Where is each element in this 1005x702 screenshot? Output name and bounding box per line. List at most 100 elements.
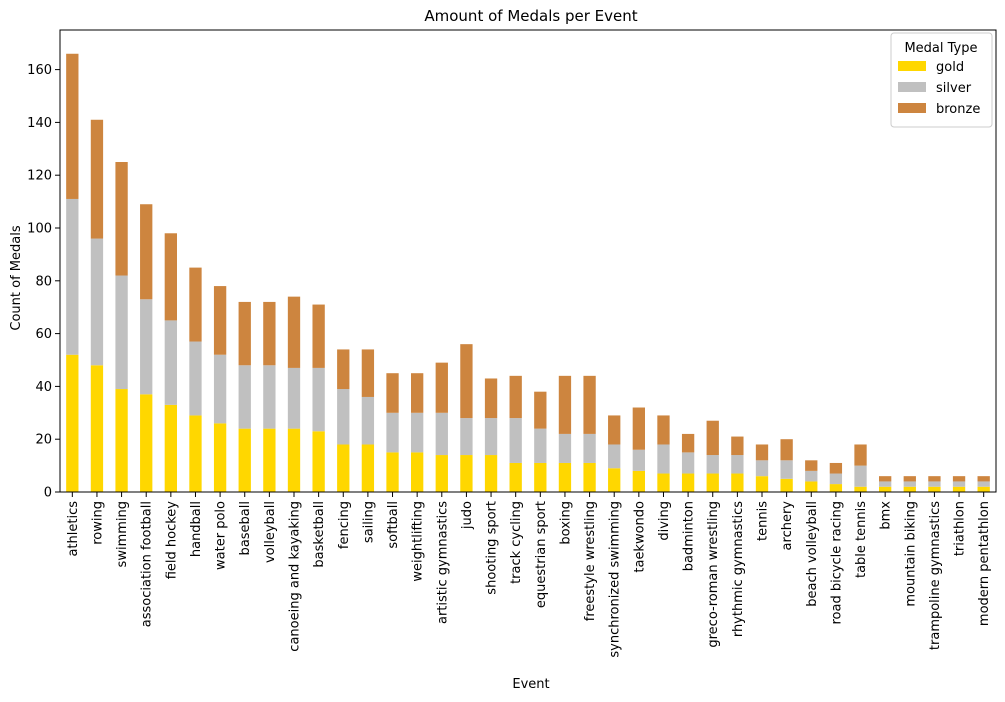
bar-silver-boxing [558, 433, 572, 463]
bar-silver-shooting-sport [484, 418, 498, 456]
bars-layer [66, 53, 990, 492]
bar-bronze-equestrian-sport [534, 391, 547, 429]
x-tick-label: badminton [682, 501, 697, 571]
bar-gold-sailing [361, 444, 375, 492]
y-axis: 0 20 40 60 80 100 120 140 160 [27, 63, 60, 501]
bar-bronze-tennis [755, 444, 769, 461]
bar-silver-trampoline-gymnastics [928, 481, 941, 487]
bar-bronze-baseball [238, 301, 251, 366]
bar-bronze-sailing [361, 349, 375, 397]
bar-gold-tennis [755, 476, 769, 492]
bar-bronze-modern-pentathlon [977, 476, 990, 482]
bar-gold-triathlon [952, 486, 966, 492]
x-tick-label: handball [189, 501, 204, 557]
bar-silver-road-bicycle-racing [829, 473, 843, 485]
bar-gold-baseball [238, 428, 251, 492]
bar-gold-softball [386, 452, 399, 492]
bar-silver-artistic-gymnastics [435, 412, 448, 456]
y-tick-label: 60 [35, 327, 52, 342]
bar-bronze-triathlon [952, 476, 966, 482]
bar-silver-baseball [238, 365, 251, 429]
bar-gold-taekwondo [632, 470, 645, 492]
bar-silver-greco-roman-wrestling [706, 455, 719, 474]
bar-gold-modern-pentathlon [977, 486, 990, 492]
bar-bronze-track-cycling [509, 375, 522, 419]
bar-bronze-weightlifting [411, 373, 424, 413]
bar-bronze-field-hockey [164, 233, 177, 321]
bar-gold-freestyle-wrestling [583, 462, 596, 492]
y-tick-label: 40 [35, 380, 52, 395]
x-tick-label: trampoline gymnastics [928, 501, 943, 650]
bar-gold-archery [780, 478, 793, 492]
bar-silver-equestrian-sport [534, 428, 547, 463]
x-tick-label: volleyball [263, 501, 278, 563]
bar-bronze-archery [780, 439, 793, 461]
x-tick-label: archery [780, 501, 795, 551]
bar-gold-handball [189, 415, 202, 492]
x-tick-label: canoeing and kayaking [288, 501, 303, 652]
bar-gold-beach-volleyball [805, 481, 818, 492]
bar-gold-bmx [879, 486, 892, 492]
bar-bronze-rowing [90, 119, 104, 239]
x-tick-label: weightlifting [411, 501, 426, 582]
x-tick-label: taekwondo [632, 501, 647, 573]
bar-gold-trampoline-gymnastics [928, 486, 941, 492]
x-tick-label: softball [386, 501, 401, 549]
bar-silver-beach-volleyball [805, 470, 818, 482]
bar-bronze-volleyball [263, 301, 276, 366]
legend: Medal Type gold silver bronze [890, 32, 993, 128]
bar-silver-rowing [90, 238, 104, 366]
x-tick-label: shooting sport [485, 501, 500, 595]
y-tick-label: 140 [27, 116, 52, 131]
y-tick-label: 20 [35, 433, 52, 448]
bar-silver-table-tennis [854, 465, 867, 487]
bar-gold-field-hockey [164, 404, 177, 492]
bar-gold-synchronized-swimming [608, 468, 621, 492]
bar-gold-mountain-biking [903, 486, 916, 492]
bar-bronze-beach-volleyball [805, 460, 818, 471]
bar-bronze-rhythmic-gymnastics [731, 436, 744, 456]
bar-silver-tennis [755, 460, 769, 477]
bar-silver-sailing [361, 396, 375, 445]
bar-bronze-softball [386, 373, 399, 413]
bar-bronze-greco-roman-wrestling [706, 420, 719, 456]
bar-silver-water-polo [213, 354, 227, 424]
x-axis: athletics rowing swimming association footb… [66, 492, 992, 658]
x-tick-label: field hockey [164, 501, 179, 580]
y-tick-label: 120 [27, 169, 52, 184]
bar-silver-taekwondo [632, 449, 645, 471]
bar-bronze-trampoline-gymnastics [928, 476, 941, 482]
bar-bronze-shooting-sport [484, 378, 498, 419]
x-tick-label: athletics [66, 501, 81, 557]
bar-silver-swimming [115, 275, 128, 390]
legend-items: gold silver bronze [898, 60, 980, 117]
bar-bronze-taekwondo [632, 407, 645, 450]
bar-bronze-artistic-gymnastics [435, 362, 448, 413]
bar-gold-equestrian-sport [534, 462, 547, 492]
bar-bronze-handball [189, 267, 202, 342]
bar-gold-basketball [312, 431, 325, 492]
legend-title: Medal Type [904, 41, 977, 56]
x-tick-label: greco-roman wrestling [706, 501, 721, 648]
x-tick-label: boxing [558, 501, 573, 545]
bar-bronze-mountain-biking [903, 476, 916, 482]
bar-bronze-boxing [558, 375, 572, 434]
y-tick-label: 0 [44, 486, 52, 501]
x-tick-label: track cycling [509, 501, 524, 584]
x-tick-label: mountain biking [903, 501, 918, 607]
chart-title: Amount of Medals per Event [424, 7, 637, 25]
x-tick-label: baseball [238, 501, 253, 555]
bar-bronze-road-bicycle-racing [829, 462, 843, 474]
x-tick-label: swimming [115, 501, 130, 567]
bar-silver-bmx [879, 481, 892, 487]
bar-gold-track-cycling [509, 462, 522, 492]
bar-gold-shooting-sport [484, 455, 498, 492]
bar-bronze-bmx [879, 476, 892, 482]
x-tick-label: synchronized swimming [608, 501, 623, 658]
bar-gold-rowing [90, 365, 104, 492]
legend-swatch-gold [898, 61, 926, 71]
bar-silver-rhythmic-gymnastics [731, 455, 744, 474]
x-tick-label: artistic gymnastics [435, 501, 450, 624]
bar-silver-freestyle-wrestling [583, 433, 596, 463]
